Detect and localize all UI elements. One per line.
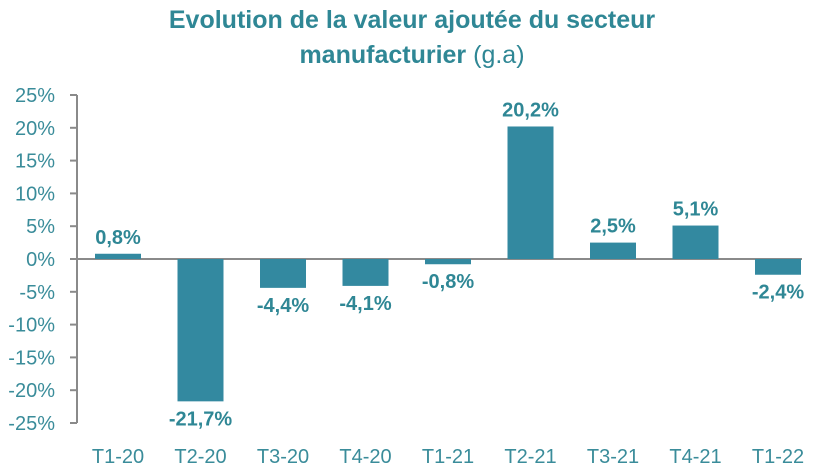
chart-title-line2: manufacturier (g.a) bbox=[299, 41, 524, 69]
data-label: 5,1% bbox=[673, 199, 719, 221]
data-label: -4,4% bbox=[257, 295, 309, 317]
data-label: 0,8% bbox=[95, 227, 141, 249]
chart-title-line1: Evolution de la valeur ajoutée du secteu… bbox=[169, 6, 656, 34]
data-label: 2,5% bbox=[590, 216, 636, 238]
x-category-label: T2-20 bbox=[174, 446, 226, 468]
bar-t4-21 bbox=[672, 225, 719, 259]
x-category-label: T1-21 bbox=[422, 446, 474, 468]
x-category-label: T4-21 bbox=[669, 446, 721, 468]
x-category-label: T2-21 bbox=[504, 446, 556, 468]
y-tick-label: -15% bbox=[8, 347, 55, 369]
y-tick-label: -25% bbox=[8, 413, 55, 435]
bar-t1-20 bbox=[95, 253, 141, 259]
data-label: -2,4% bbox=[752, 282, 804, 304]
y-tick-label: 0% bbox=[26, 249, 55, 271]
bar-t2-20 bbox=[177, 259, 224, 402]
y-tick-label: 25% bbox=[15, 85, 55, 107]
data-label: -4,1% bbox=[339, 293, 391, 315]
y-tick-label: -5% bbox=[19, 282, 55, 304]
bar-t3-21 bbox=[590, 242, 636, 259]
bar-t4-20 bbox=[342, 259, 389, 286]
y-tick-label: 15% bbox=[15, 151, 55, 173]
x-category-label: T3-20 bbox=[257, 446, 309, 468]
x-category-label: T4-20 bbox=[339, 446, 391, 468]
x-category-label: T1-20 bbox=[92, 446, 144, 468]
y-tick-label: -10% bbox=[8, 315, 55, 337]
x-category-label: T3-21 bbox=[587, 446, 639, 468]
x-category-label: T1-22 bbox=[752, 446, 804, 468]
bar-t1-21 bbox=[425, 259, 471, 265]
bar-t3-20 bbox=[260, 259, 306, 288]
bar-t2-21 bbox=[507, 126, 554, 259]
y-tick-label: 5% bbox=[26, 216, 55, 238]
bar-t1-22 bbox=[755, 259, 801, 275]
y-tick-label: -20% bbox=[8, 380, 55, 402]
y-tick-label: 20% bbox=[15, 118, 55, 140]
data-label: -0,8% bbox=[422, 271, 474, 293]
data-label: -21,7% bbox=[169, 408, 233, 430]
y-axis: 25% 20% 15% 10% 5% 0% -5% -10% -15% -20% -25% bbox=[8, 85, 802, 435]
y-tick-label: 10% bbox=[15, 183, 55, 205]
data-label: 20,2% bbox=[502, 99, 559, 121]
bars: 0,8% T1-20 -21,7% T2-20 -4,4% T3-20 -4,1% T4-20… bbox=[92, 99, 804, 468]
